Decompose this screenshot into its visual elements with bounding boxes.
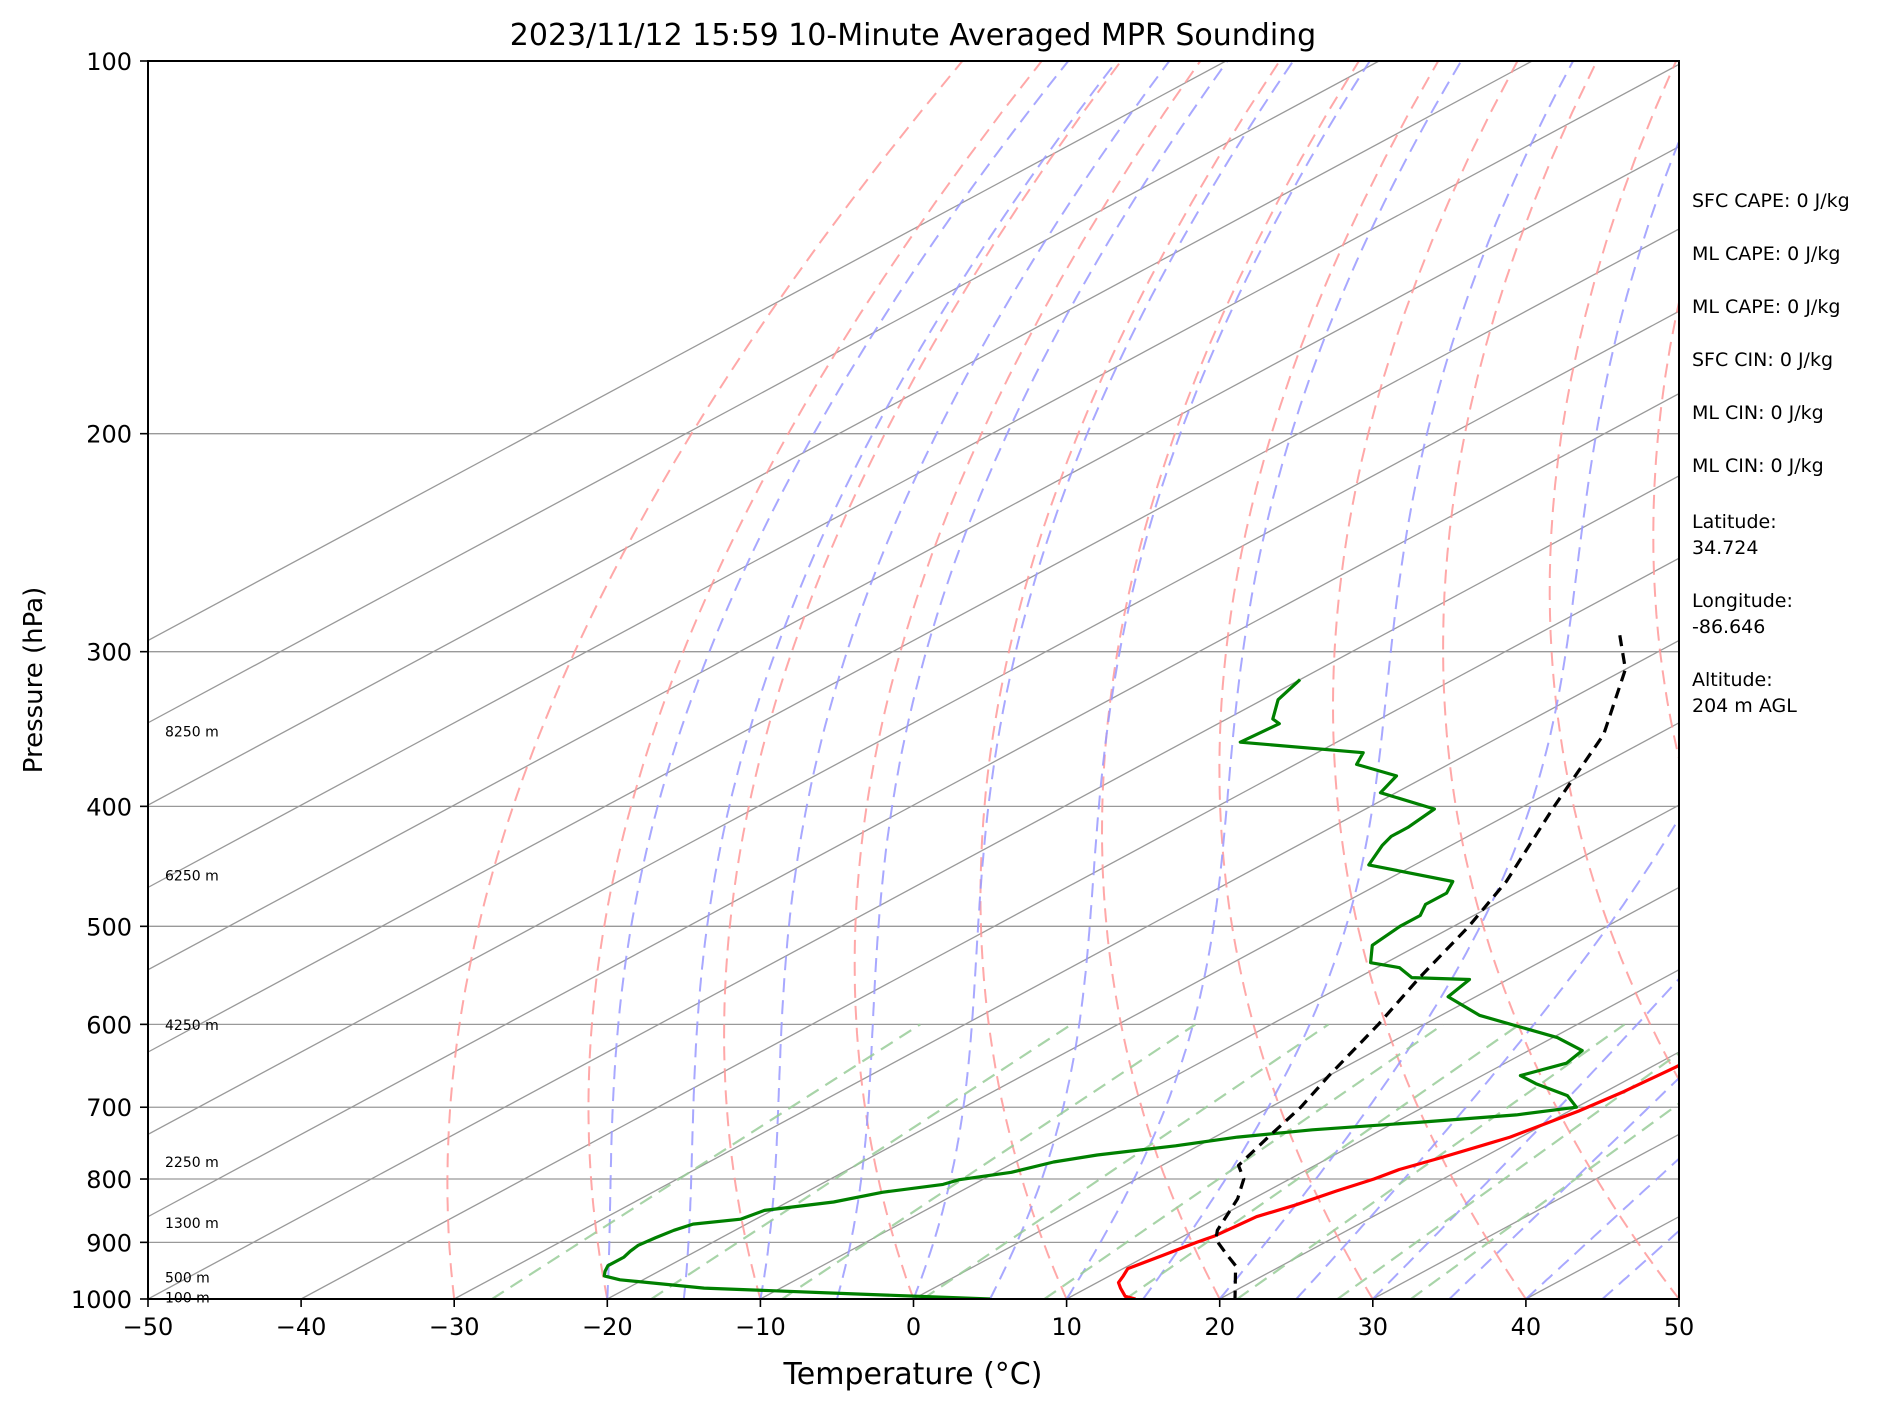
x-tick-label: −40: [276, 1313, 327, 1341]
dry-adiabat-line: [853, 61, 1202, 1299]
y-tick-label: 800: [86, 1166, 132, 1194]
dry-adiabat-line: [1442, 61, 1679, 1299]
parcel-path-line: [1214, 635, 1627, 1299]
x-tick-label: 30: [1358, 1313, 1389, 1341]
x-tick-label: 50: [1664, 1313, 1695, 1341]
height-label: 8250 m: [165, 724, 219, 740]
x-tick-label: 40: [1511, 1313, 1542, 1341]
dry-adiabat-line: [723, 61, 1122, 1299]
isotherm-line: [913, 886, 1679, 1299]
mixing-ratio-line: [1236, 1023, 1626, 1299]
chart-title: 2023/11/12 15:59 10-Minute Averaged MPR …: [510, 18, 1316, 53]
moist-adiabat-line: [836, 61, 1229, 1299]
moist-adiabat-line: [1372, 977, 1679, 1299]
moist-adiabat-line: [682, 61, 1118, 1299]
dry-adiabat-line: [979, 61, 1281, 1299]
sounding-profiles: [602, 635, 1679, 1299]
height-label: 1300 m: [165, 1216, 219, 1232]
moist-adiabat-line: [1295, 816, 1679, 1299]
y-tick-label: 400: [86, 793, 132, 821]
y-tick-label: 1000: [71, 1286, 132, 1314]
mixing-ratio-line: [781, 1023, 1197, 1299]
background-lines: [148, 61, 1893, 1299]
isotherm-line: [300, 557, 1679, 1299]
isotherm-line: [148, 63, 1679, 889]
isotherm-line: [148, 61, 1227, 642]
height-label: 500 m: [165, 1271, 210, 1287]
sounding-stat: ML CIN: 0 J/kg: [1692, 402, 1824, 424]
y-tick-label: 300: [86, 639, 132, 667]
sounding-stat: ML CAPE: 0 J/kg: [1692, 296, 1841, 318]
x-tick-label: 0: [906, 1313, 921, 1341]
mixing-ratio-line: [1410, 1102, 1679, 1299]
isotherm-line: [148, 61, 1380, 724]
y-tick-label: 100: [86, 48, 132, 76]
y-tick-label: 700: [86, 1094, 132, 1122]
plot-frame: [147, 60, 1680, 1300]
sounding-stat: SFC CAPE: 0 J/kg: [1692, 190, 1850, 212]
isotherm-line: [148, 145, 1679, 971]
height-label: 2250 m: [165, 1155, 219, 1171]
isotherm-line: [760, 804, 1679, 1299]
isotherm-line: [148, 392, 1679, 1218]
dry-adiabat-line: [1218, 61, 1440, 1299]
sounding-stat: Latitude: 34.724: [1692, 511, 1777, 559]
moist-adiabat-line: [912, 61, 1295, 1299]
dewpoint-line: [602, 678, 1584, 1299]
y-tick-label: 600: [86, 1011, 132, 1039]
isotherm-line: [606, 722, 1679, 1299]
isotherm-line: [1066, 969, 1679, 1299]
height-label: 6250 m: [165, 869, 219, 885]
isotherm-line: [148, 61, 1533, 806]
y-tick-label: 200: [86, 421, 132, 449]
y-axis-ticks: 100 200 300 400 500 600 700 800 900 1000: [71, 48, 148, 1314]
mixing-ratio-line: [1043, 1023, 1444, 1299]
mixing-ratio-line: [922, 1023, 1330, 1299]
x-axis-label: Temperature (°C): [783, 1357, 1043, 1392]
x-tick-label: −30: [429, 1313, 480, 1341]
dry-adiabat-line: [1100, 61, 1360, 1299]
temperature-line: [1116, 1063, 1679, 1299]
dry-adiabat-line: [446, 61, 964, 1299]
mixing-ratio-line: [1336, 1051, 1679, 1299]
sounding-stat: Altitude: 204 m AGL: [1692, 669, 1797, 717]
x-tick-label: −10: [735, 1313, 786, 1341]
moist-adiabat-line: [989, 61, 1371, 1299]
y-axis-label: Pressure (hPa): [19, 587, 49, 774]
isotherm-line: [1219, 1051, 1679, 1299]
x-axis-ticks: −50 −40 −30 −20 −10 0 10 20 30 40 50: [123, 1299, 1695, 1341]
y-tick-label: 900: [86, 1229, 132, 1257]
x-tick-label: 10: [1051, 1313, 1082, 1341]
y-tick-label: 500: [86, 913, 132, 941]
moist-adiabat-line: [1065, 61, 1463, 1299]
height-label: 4250 m: [165, 1018, 219, 1034]
isotherm-line: [148, 475, 1679, 1299]
x-tick-label: −50: [123, 1313, 174, 1341]
dry-adiabat-line: [1548, 61, 1679, 1082]
isotherm-line: [453, 639, 1679, 1299]
mixing-ratio-line: [491, 1023, 921, 1299]
dry-adiabat-line: [1331, 61, 1527, 1299]
mixing-ratio-line: [1124, 1023, 1521, 1299]
sounding-stat: SFC CIN: 0 J/kg: [1692, 349, 1834, 371]
x-tick-label: 20: [1204, 1313, 1235, 1341]
moist-adiabat-line: [606, 61, 1070, 1299]
sounding-stat: Longitude: -86.646: [1692, 590, 1793, 638]
x-tick-label: −20: [582, 1313, 633, 1341]
dry-adiabat-line: [587, 61, 1043, 1299]
sounding-stat: ML CAPE: 0 J/kg: [1692, 243, 1841, 265]
mixing-ratio-line: [650, 1023, 1073, 1299]
moist-adiabat-line: [759, 61, 1171, 1299]
isotherm-line: [148, 310, 1679, 1136]
moist-adiabat-line: [1142, 61, 1574, 1299]
isotherm-line: [148, 228, 1679, 1053]
sounding-stat: ML CIN: 0 J/kg: [1692, 455, 1824, 477]
dry-adiabat-line: [1852, 61, 1893, 1299]
